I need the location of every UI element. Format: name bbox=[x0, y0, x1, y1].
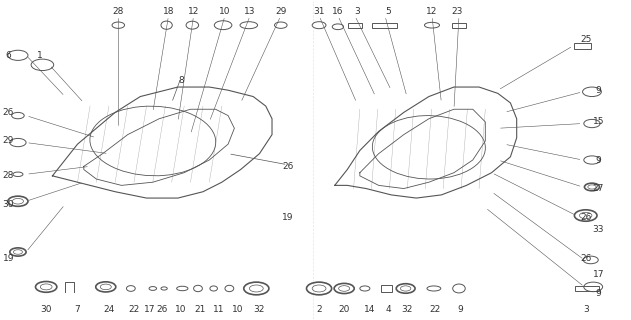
Text: 14: 14 bbox=[363, 305, 375, 314]
Text: 17: 17 bbox=[144, 305, 155, 314]
Text: 9: 9 bbox=[457, 305, 463, 314]
Text: 26: 26 bbox=[282, 162, 293, 171]
Text: 31: 31 bbox=[314, 7, 325, 16]
Text: 7: 7 bbox=[74, 305, 80, 314]
Text: 26: 26 bbox=[580, 212, 591, 222]
Bar bbox=[372, 23, 398, 28]
Text: 3: 3 bbox=[354, 7, 360, 16]
Text: 11: 11 bbox=[213, 305, 225, 314]
Bar bbox=[348, 23, 362, 28]
Bar bbox=[575, 286, 599, 291]
Text: 22: 22 bbox=[128, 305, 139, 314]
Text: 29: 29 bbox=[3, 136, 15, 146]
Text: 10: 10 bbox=[219, 7, 231, 16]
Text: 17: 17 bbox=[593, 270, 604, 279]
Text: 28: 28 bbox=[112, 7, 124, 16]
Bar bbox=[380, 284, 392, 292]
Text: 6: 6 bbox=[6, 51, 11, 60]
Text: 9: 9 bbox=[596, 289, 601, 298]
Text: 9: 9 bbox=[596, 86, 601, 95]
Text: 19: 19 bbox=[3, 254, 15, 263]
Text: 10: 10 bbox=[232, 305, 244, 314]
Text: 15: 15 bbox=[593, 117, 604, 126]
Text: 19: 19 bbox=[282, 212, 293, 222]
Text: 9: 9 bbox=[596, 156, 601, 164]
Text: 10: 10 bbox=[175, 305, 187, 314]
Text: 25: 25 bbox=[580, 35, 591, 44]
Text: 5: 5 bbox=[385, 7, 391, 16]
Text: 12: 12 bbox=[427, 7, 438, 16]
Text: 21: 21 bbox=[194, 305, 206, 314]
Text: 20: 20 bbox=[338, 305, 350, 314]
Text: 13: 13 bbox=[244, 7, 256, 16]
Text: 16: 16 bbox=[332, 7, 344, 16]
Text: 28: 28 bbox=[3, 172, 15, 180]
Bar bbox=[574, 43, 591, 49]
Text: 22: 22 bbox=[430, 305, 441, 314]
Bar bbox=[452, 23, 466, 28]
Text: 27: 27 bbox=[593, 184, 604, 193]
Text: 24: 24 bbox=[103, 305, 114, 314]
Text: 3: 3 bbox=[583, 305, 589, 314]
Text: 29: 29 bbox=[276, 7, 287, 16]
Text: 30: 30 bbox=[40, 305, 52, 314]
Text: 32: 32 bbox=[254, 305, 265, 314]
Text: 26: 26 bbox=[156, 305, 168, 314]
Text: 12: 12 bbox=[188, 7, 199, 16]
Text: 32: 32 bbox=[401, 305, 413, 314]
Text: 30: 30 bbox=[3, 200, 15, 209]
Text: 1: 1 bbox=[37, 51, 43, 60]
Text: 4: 4 bbox=[386, 305, 391, 314]
Text: 8: 8 bbox=[178, 76, 184, 85]
Text: 23: 23 bbox=[451, 7, 463, 16]
Text: 2: 2 bbox=[316, 305, 322, 314]
Text: 26: 26 bbox=[3, 108, 15, 117]
Text: 26: 26 bbox=[580, 254, 591, 263]
Text: 33: 33 bbox=[593, 225, 604, 234]
Text: 18: 18 bbox=[163, 7, 174, 16]
